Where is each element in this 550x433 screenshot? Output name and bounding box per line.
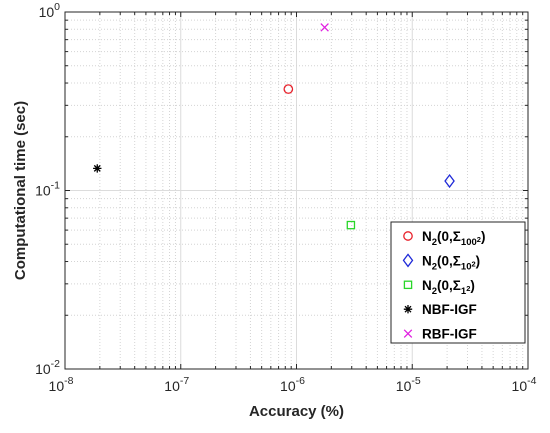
x-tick-label: 10-8 — [49, 375, 74, 394]
legend-entry: NBF-IGF — [403, 302, 477, 317]
legend-entry: N2(0,Σ1002) — [403, 229, 485, 248]
y-tick-labels: 10-2 10-1 100 — [35, 1, 60, 377]
x-tick-label: 10-4 — [512, 375, 537, 394]
legend-label: N2(0,Σ1002) — [422, 229, 485, 248]
legend-label: N2(0,Σ12) — [422, 278, 475, 297]
x-tick-labels: 10-8 10-7 10-6 10-5 10-4 — [49, 375, 537, 394]
legend-label: N2(0,Σ102) — [422, 253, 480, 272]
x-tick-label: 10-5 — [396, 375, 421, 394]
y-tick-label: 100 — [39, 1, 61, 20]
ticks — [64, 11, 529, 370]
data-point-square — [346, 220, 356, 230]
data-points — [93, 23, 455, 230]
legend-entry: N2(0,Σ12) — [403, 278, 475, 297]
data-point-x — [320, 23, 329, 32]
legend-entry: N2(0,Σ102) — [402, 253, 480, 272]
y-tick-label: 10-1 — [35, 180, 60, 199]
x-tick-label: 10-7 — [164, 375, 189, 394]
data-point-asterisk — [93, 164, 102, 173]
x-axis-title: Accuracy (%) — [249, 403, 344, 420]
y-axis-title: Computational time (sec) — [12, 101, 29, 280]
data-point-circle — [283, 84, 294, 94]
legend-entry: RBF-IGF — [403, 327, 477, 342]
legend-label: NBF-IGF — [422, 302, 477, 317]
legend: N2(0,Σ1002) N2(0,Σ102) N2(0,Σ12) NBF-IGF RBF… — [390, 221, 526, 344]
data-point-diamond — [444, 173, 455, 189]
x-tick-label: 10-6 — [280, 375, 305, 394]
legend-label: RBF-IGF — [422, 327, 477, 342]
y-tick-label: 10-2 — [35, 358, 60, 377]
legend-box — [390, 221, 526, 344]
